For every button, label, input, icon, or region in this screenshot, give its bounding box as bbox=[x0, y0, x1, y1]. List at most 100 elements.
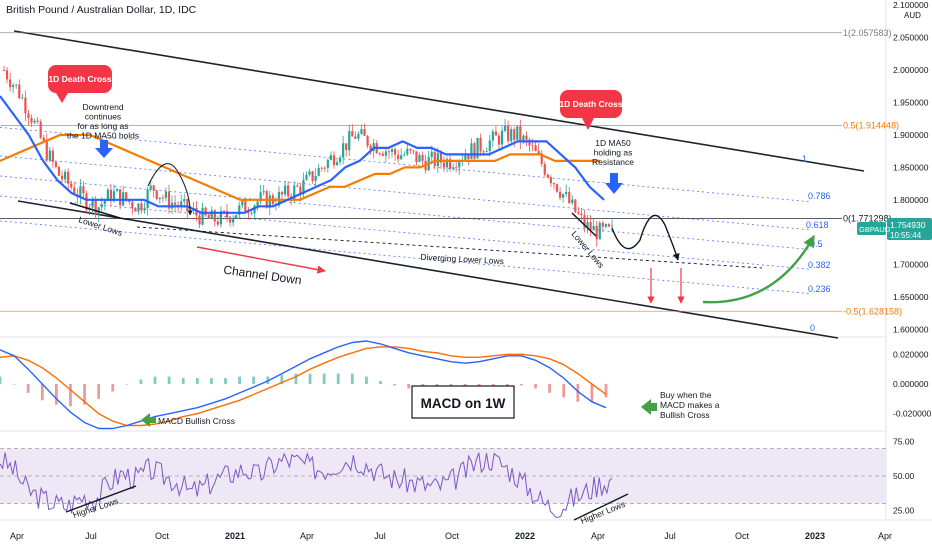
macd-histogram-bar bbox=[97, 384, 101, 399]
macd-bullish-cross-label: MACD Bullish Cross bbox=[158, 416, 235, 426]
candle-body bbox=[589, 222, 592, 231]
macd-histogram-bar bbox=[336, 373, 340, 384]
candle-body bbox=[329, 155, 333, 160]
candle-body bbox=[342, 143, 345, 158]
candle-body bbox=[158, 197, 161, 199]
candle-body bbox=[241, 200, 244, 206]
macd-histogram-bar bbox=[195, 378, 199, 384]
candle-body bbox=[106, 189, 109, 201]
candle-body bbox=[262, 191, 265, 193]
macd-axis-tick: 0.020000 bbox=[893, 349, 929, 359]
symbol-tag-label: GBPAUD bbox=[859, 225, 891, 234]
candle-body bbox=[366, 135, 369, 146]
time-axis-tick: 2022 bbox=[515, 531, 535, 541]
candle-body bbox=[543, 164, 546, 175]
candle-body bbox=[213, 210, 216, 222]
candle-body bbox=[470, 143, 473, 160]
candle-body bbox=[360, 129, 363, 134]
macd-histogram-bar bbox=[252, 376, 256, 384]
macd-histogram-bar bbox=[111, 384, 115, 392]
candle-body bbox=[222, 210, 226, 212]
candle-body bbox=[335, 162, 339, 166]
symbol-tag bbox=[857, 222, 886, 236]
macd-histogram-bar bbox=[520, 384, 523, 386]
candle-body bbox=[137, 203, 140, 212]
candle-body bbox=[607, 224, 611, 227]
candle-body bbox=[183, 198, 186, 202]
candle-body bbox=[125, 192, 128, 201]
candle-body bbox=[109, 189, 113, 202]
candle-body bbox=[293, 185, 296, 199]
higher-lows-line bbox=[573, 493, 629, 521]
candle-body bbox=[225, 211, 229, 218]
candle-body bbox=[100, 204, 103, 208]
candle-body bbox=[479, 137, 482, 152]
candle-body bbox=[485, 151, 488, 153]
candle-body bbox=[140, 203, 143, 211]
macd-histogram-bar bbox=[505, 384, 509, 386]
candle-body bbox=[448, 159, 452, 169]
candle-body bbox=[128, 200, 131, 202]
candle-body bbox=[500, 130, 504, 145]
death-cross-callout-2 bbox=[560, 90, 622, 130]
price-axis-tick: 1.700000 bbox=[893, 260, 929, 270]
candle-body bbox=[253, 205, 256, 214]
candle-body bbox=[503, 125, 507, 131]
left-arrow-icon bbox=[641, 399, 657, 415]
diverging-lows-label: Diverging Lower Lows bbox=[420, 252, 504, 266]
macd-label-box bbox=[411, 385, 515, 419]
price-axis-tick: 1.850000 bbox=[893, 162, 929, 172]
fib-level-label: 0(1.771298) bbox=[843, 213, 892, 223]
candle-body bbox=[5, 70, 9, 80]
macd-histogram-bar bbox=[209, 378, 213, 384]
candle-body bbox=[33, 120, 36, 123]
price-axis-tick: 1.650000 bbox=[893, 292, 929, 302]
candle-body bbox=[409, 148, 412, 151]
projection-curve bbox=[147, 163, 193, 216]
candle-body bbox=[155, 190, 158, 199]
candle-body bbox=[571, 199, 574, 204]
diverging-lows-line bbox=[136, 226, 763, 269]
candle-body bbox=[510, 129, 513, 142]
left-arrow-icon bbox=[141, 413, 156, 427]
candle-body bbox=[354, 136, 357, 139]
candle-body bbox=[299, 186, 302, 195]
candle-body bbox=[228, 217, 232, 223]
time-axis-tick: Apr bbox=[300, 531, 314, 541]
candle-body bbox=[283, 185, 287, 195]
candle-body bbox=[546, 174, 549, 178]
macd-title: MACD on 1W bbox=[421, 396, 506, 411]
candle-body bbox=[149, 185, 152, 190]
candle-body bbox=[115, 189, 119, 192]
candle-body bbox=[562, 194, 565, 198]
candle-body bbox=[369, 145, 372, 151]
candle-body bbox=[64, 171, 67, 180]
candle-body bbox=[348, 131, 351, 151]
time-axis-tick: Oct bbox=[155, 531, 170, 541]
macd-histogram-bar bbox=[590, 384, 594, 402]
fib-channel-label: 1 bbox=[802, 154, 807, 164]
candle-body bbox=[134, 208, 137, 212]
candle-body bbox=[198, 215, 201, 225]
price-axis-tick: 1.800000 bbox=[893, 195, 929, 205]
candle-body bbox=[317, 167, 320, 176]
macd-histogram-bar bbox=[153, 376, 157, 384]
candle-body bbox=[12, 85, 15, 88]
candle-body bbox=[167, 191, 171, 209]
macd-axis-tick: -0.020000 bbox=[893, 409, 932, 419]
candle-body bbox=[67, 171, 70, 184]
candle-body bbox=[403, 154, 406, 156]
higher-lows-line bbox=[65, 485, 137, 513]
candle-body bbox=[522, 135, 525, 142]
price-axis-tick: 1.900000 bbox=[893, 130, 929, 140]
channel-down-label: Channel Down bbox=[223, 263, 303, 288]
candle-body bbox=[537, 151, 540, 154]
candle-body bbox=[387, 151, 391, 153]
candle-body bbox=[558, 191, 562, 198]
candle-body bbox=[531, 145, 534, 147]
candle-body bbox=[595, 225, 598, 240]
candle-body bbox=[161, 197, 164, 199]
time-axis-tick: Apr bbox=[591, 531, 605, 541]
macd-histogram-bar bbox=[12, 384, 16, 385]
